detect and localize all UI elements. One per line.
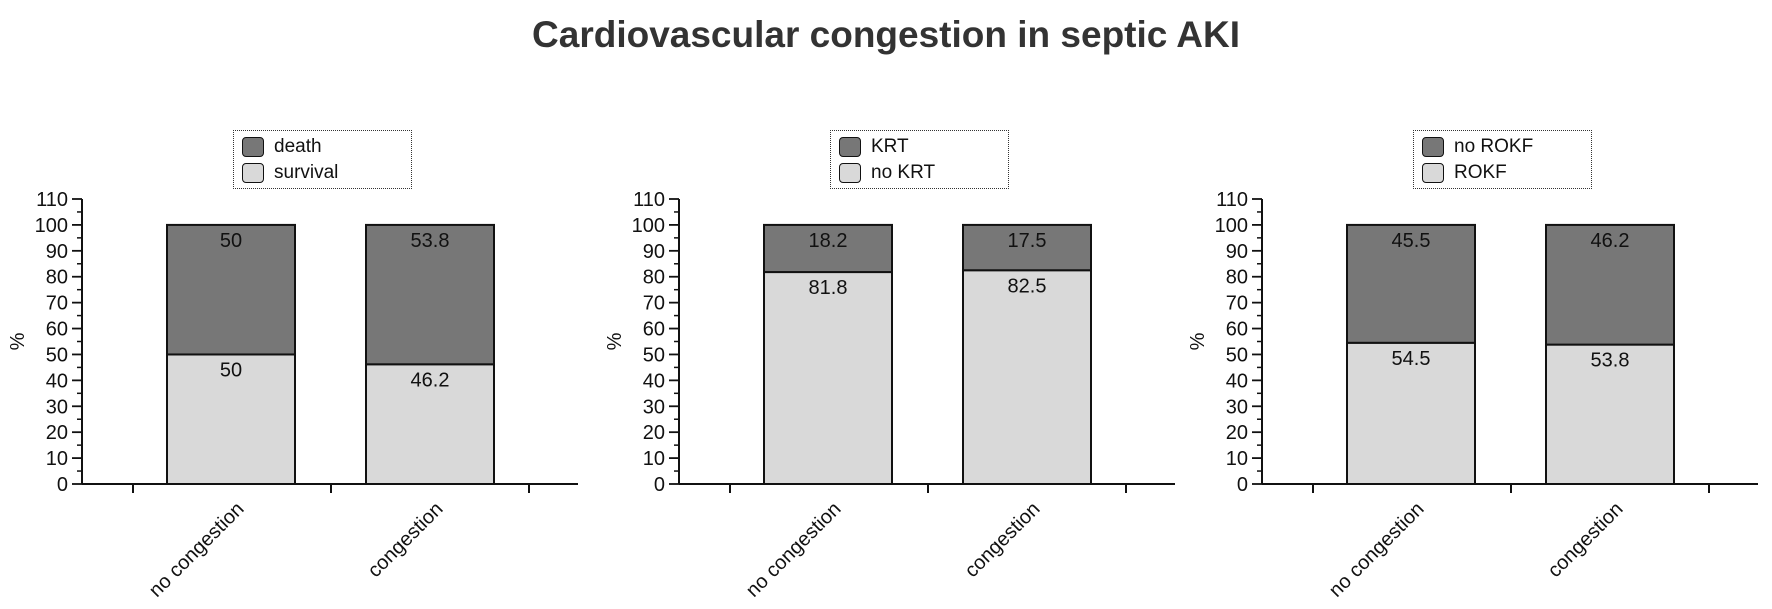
bar-value-label: 81.8 xyxy=(809,277,848,299)
bar-value-label: 54.5 xyxy=(1392,348,1431,370)
legend-item: KRT xyxy=(839,134,1000,160)
bar-value-label: 46.2 xyxy=(1591,230,1630,252)
y-tick-label: 30 xyxy=(46,396,68,418)
y-tick-label: 70 xyxy=(643,293,665,315)
bar-segment-death xyxy=(365,223,495,366)
bar-value-label: 53.8 xyxy=(1591,350,1630,372)
legend-label: survival xyxy=(274,162,339,183)
y-tick-label: 20 xyxy=(46,422,68,444)
y-tick-label: 30 xyxy=(643,396,665,418)
y-tick-label: 70 xyxy=(1226,293,1248,315)
legend-label: KRT xyxy=(871,136,909,157)
legend-label: no KRT xyxy=(871,162,936,183)
y-tick-label: 110 xyxy=(633,189,665,211)
y-tick-label: 30 xyxy=(1226,396,1248,418)
legend-swatch xyxy=(1422,163,1444,183)
page-title: Cardiovascular congestion in septic AKI xyxy=(532,14,1240,55)
bar-segment-death xyxy=(166,223,296,356)
y-tick-label: 10 xyxy=(46,448,68,470)
x-category-label: no congestion xyxy=(742,498,846,602)
bar-value-label: 53.8 xyxy=(411,230,450,252)
legend-swatch xyxy=(1422,137,1444,157)
y-tick-label: 70 xyxy=(46,293,68,315)
y-axis-label: % xyxy=(1187,332,1209,350)
bar-value-label: 50 xyxy=(220,359,242,381)
chart-legend: death survival xyxy=(233,130,412,189)
y-tick-label: 60 xyxy=(46,319,68,341)
legend-label: death xyxy=(274,136,322,157)
bar-segment-no-krt xyxy=(763,271,893,485)
x-category-label: no congestion xyxy=(145,498,249,602)
bar-segment-krt xyxy=(763,223,893,274)
y-tick-label: 10 xyxy=(1226,448,1248,470)
y-tick-label: 60 xyxy=(643,319,665,341)
y-tick-label: 90 xyxy=(46,241,68,263)
legend-label: ROKF xyxy=(1454,162,1507,183)
legend-item: death xyxy=(242,134,403,160)
y-tick-label: 100 xyxy=(35,215,68,237)
y-tick-label: 100 xyxy=(632,215,665,237)
chart-panel-rokf: 0 10 20 30 40 50 60 70 80 90 100 110% 54.5 45.5 53.8 46… xyxy=(1180,0,1770,609)
bar-segment-survival xyxy=(365,363,495,485)
bar-value-label: 17.5 xyxy=(1008,230,1047,252)
legend-label: no ROKF xyxy=(1454,136,1534,157)
legend-swatch xyxy=(242,163,264,183)
y-tick-label: 90 xyxy=(1226,241,1248,263)
bar-value-label: 46.2 xyxy=(411,369,450,391)
legend-swatch xyxy=(242,137,264,157)
legend-item: ROKF xyxy=(1422,160,1583,186)
y-tick-label: 50 xyxy=(1226,344,1248,366)
y-tick-label: 0 xyxy=(654,474,665,496)
y-tick-label: 80 xyxy=(643,267,665,289)
y-axis-label: % xyxy=(7,332,29,350)
y-tick-label: 60 xyxy=(1226,319,1248,341)
chart-panel-krt: 0 10 20 30 40 50 60 70 80 90 100 110% 81.8 18.2 82.5 17… xyxy=(597,0,1187,609)
bar-value-label: 18.2 xyxy=(809,230,848,252)
bar-value-label: 50 xyxy=(220,230,242,252)
y-axis-label: % xyxy=(604,332,626,350)
chart-svg-survival: 0 10 20 30 40 50 60 70 80 90 100 110% 50 50 46.2 53.8 no… xyxy=(7,189,578,602)
bar-segment-no-rokf xyxy=(1346,223,1476,344)
y-tick-label: 40 xyxy=(643,370,665,392)
y-tick-label: 20 xyxy=(643,422,665,444)
x-category-label: congestion xyxy=(1544,498,1628,582)
bar-segment-no-krt xyxy=(962,269,1092,485)
x-category-label: congestion xyxy=(961,498,1045,582)
bar-segment-rokf xyxy=(1545,343,1675,486)
y-tick-label: 50 xyxy=(643,344,665,366)
chart-legend: no ROKF ROKF xyxy=(1413,130,1592,189)
chart-panel-survival: 0 10 20 30 40 50 60 70 80 90 100 110% 50 50 46.2 53.8 no… xyxy=(0,0,590,609)
y-tick-label: 100 xyxy=(1215,215,1248,237)
y-tick-label: 0 xyxy=(57,474,68,496)
x-category-label: congestion xyxy=(364,498,448,582)
x-category-label: no congestion xyxy=(1325,498,1429,602)
y-tick-label: 80 xyxy=(46,267,68,289)
chart-legend: KRT no KRT xyxy=(830,130,1009,189)
legend-item: no ROKF xyxy=(1422,134,1583,160)
bar-segment-survival xyxy=(166,353,296,486)
chart-svg-rokf: 0 10 20 30 40 50 60 70 80 90 100 110% 54.5 45.5 53.8 46… xyxy=(1187,189,1758,602)
bar-value-label: 82.5 xyxy=(1008,275,1047,297)
y-tick-label: 90 xyxy=(643,241,665,263)
y-tick-label: 40 xyxy=(46,370,68,392)
y-tick-label: 110 xyxy=(36,189,68,211)
bar-value-label: 45.5 xyxy=(1392,230,1431,252)
bar-segment-no-rokf xyxy=(1545,223,1675,346)
chart-svg-krt: 0 10 20 30 40 50 60 70 80 90 100 110% 81.8 18.2 82.5 17… xyxy=(604,189,1175,602)
bar-segment-rokf xyxy=(1346,341,1476,485)
y-tick-label: 110 xyxy=(1216,189,1248,211)
y-tick-label: 80 xyxy=(1226,267,1248,289)
bar-segment-krt xyxy=(962,223,1092,272)
y-tick-label: 0 xyxy=(1237,474,1248,496)
legend-swatch xyxy=(839,163,861,183)
y-tick-label: 40 xyxy=(1226,370,1248,392)
legend-swatch xyxy=(839,137,861,157)
y-tick-label: 50 xyxy=(46,344,68,366)
legend-item: survival xyxy=(242,160,403,186)
y-tick-label: 20 xyxy=(1226,422,1248,444)
y-tick-label: 10 xyxy=(643,448,665,470)
legend-item: no KRT xyxy=(839,160,1000,186)
